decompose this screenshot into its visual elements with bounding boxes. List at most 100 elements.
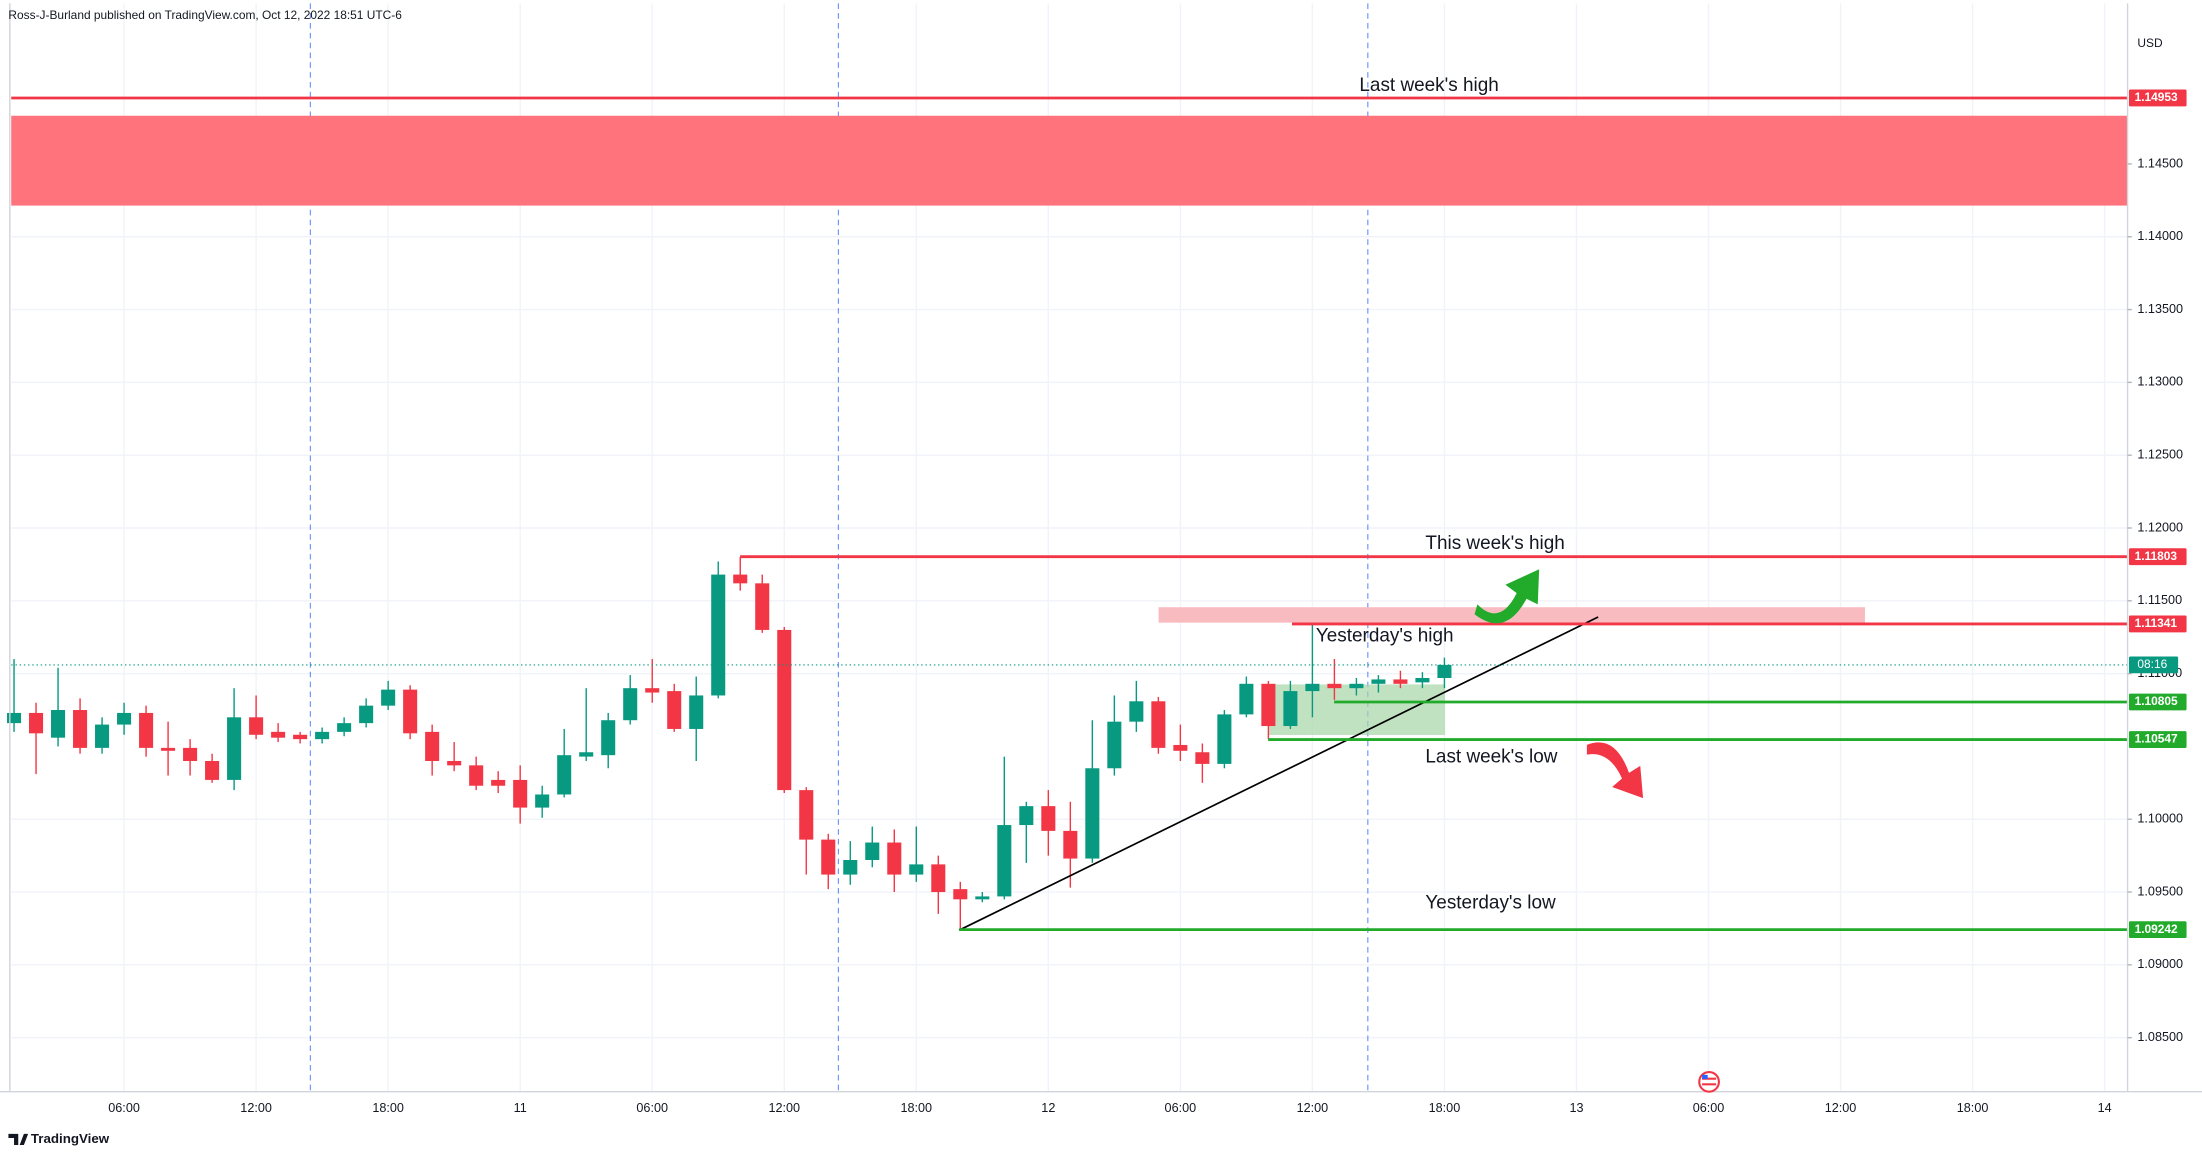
level-label: Last week's high <box>1359 75 1498 96</box>
candle-body <box>887 842 902 875</box>
candle-body <box>1349 683 1364 689</box>
candle-body <box>931 864 946 893</box>
candle-body <box>1173 744 1188 751</box>
price-tag <box>2128 615 2187 633</box>
candle-body <box>1437 664 1452 678</box>
x-tick-label: 06:00 <box>636 1101 668 1115</box>
brand-logo <box>8 1133 29 1146</box>
price-tag-label: 1.10805 <box>2135 694 2178 708</box>
trend-line <box>958 616 1599 931</box>
up-arrow <box>1474 569 1540 624</box>
candle-body <box>425 731 440 761</box>
candle-body <box>997 825 1012 897</box>
y-tick-label: 1.08500 <box>2137 1030 2183 1044</box>
price-tag-label: 1.11341 <box>2135 616 2178 630</box>
candle-body <box>95 724 110 748</box>
candle-body <box>205 760 220 780</box>
candle-body <box>1063 830 1078 859</box>
x-tick-label: 11 <box>514 1101 527 1115</box>
level-label: Last week's low <box>1425 746 1557 767</box>
x-tick-label: 18:00 <box>900 1101 932 1115</box>
candle-body <box>1107 721 1122 769</box>
candle-body <box>1019 806 1034 826</box>
level-label: This week's high <box>1425 533 1564 554</box>
candle-body <box>1217 714 1232 764</box>
flag-stripe <box>1702 1083 1717 1086</box>
level-label: Yesterday's high <box>1316 626 1454 647</box>
candle-body <box>51 710 66 738</box>
x-tick-label: 18:00 <box>1429 1101 1461 1115</box>
x-tick-label: 14 <box>2098 1101 2112 1115</box>
flag-canton <box>1702 1074 1708 1080</box>
price-tag-label: 1.14953 <box>2135 90 2178 104</box>
countdown-tag <box>2128 656 2179 674</box>
candle-body <box>711 574 726 696</box>
candle-body <box>1239 683 1254 715</box>
price-tag <box>2128 548 2187 566</box>
x-tick-label: 12:00 <box>768 1101 800 1115</box>
candle-body <box>557 755 572 795</box>
countdown: 08:16 <box>2137 657 2167 671</box>
candle-body <box>381 689 396 706</box>
brand: TradingView <box>31 1131 110 1146</box>
candle-body <box>1085 768 1100 859</box>
event-flag <box>1698 1070 1720 1093</box>
x-tick-label: 06:00 <box>1165 1101 1197 1115</box>
y-tick-label: 1.10000 <box>2137 812 2183 826</box>
x-tick-label: 18:00 <box>372 1101 404 1115</box>
x-tick-label: 12:00 <box>1825 1101 1857 1115</box>
candle-body <box>271 731 286 738</box>
candle-body <box>1283 691 1298 727</box>
x-tick-label: 06:00 <box>1693 1101 1725 1115</box>
candle-body <box>29 712 44 734</box>
down-arrow <box>1586 742 1644 799</box>
candle-body <box>843 860 858 875</box>
candle-body <box>1261 683 1276 727</box>
candle-body <box>1129 701 1144 722</box>
y-tick-label: 1.12000 <box>2137 520 2183 534</box>
x-tick-label: 12:00 <box>1297 1101 1329 1115</box>
candle-body <box>249 717 264 735</box>
candle-body <box>73 710 88 748</box>
candle-body <box>1305 683 1320 692</box>
candle-body <box>799 790 814 840</box>
candle-body <box>645 688 660 693</box>
candle-body <box>755 583 770 630</box>
candle-body <box>161 747 176 751</box>
candle-body <box>293 734 308 740</box>
candle-body <box>733 574 748 584</box>
candle-body <box>139 712 154 748</box>
candle-body <box>227 717 242 780</box>
candle-body <box>1327 683 1342 689</box>
flag-stripe <box>1702 1077 1717 1080</box>
price-tag <box>2128 693 2187 711</box>
candle-body <box>359 705 374 724</box>
x-tick-label: 12 <box>1041 1101 1055 1115</box>
candle-body <box>1393 679 1408 684</box>
y-tick-label: 1.14500 <box>2137 156 2183 170</box>
candle-body <box>1415 677 1430 683</box>
candle-body <box>183 747 198 761</box>
x-tick-label: 06:00 <box>108 1101 140 1115</box>
x-tick-label: 12:00 <box>240 1101 272 1115</box>
candle-body <box>447 760 462 766</box>
candle-body <box>7 712 22 724</box>
currency: USD <box>2137 36 2163 50</box>
candle-body <box>579 752 594 757</box>
candle-body <box>1151 701 1166 748</box>
x-tick-label: 18:00 <box>1957 1101 1989 1115</box>
candle-body <box>821 839 836 875</box>
y-tick-label: 1.14000 <box>2137 229 2183 243</box>
candle-body <box>667 691 682 729</box>
candle-body <box>601 720 616 756</box>
candle-body <box>909 864 924 875</box>
price-tag <box>2128 921 2187 939</box>
x-tick-label: 13 <box>1569 1101 1583 1115</box>
y-tick-label: 1.11500 <box>2137 593 2182 607</box>
price-tag-label: 1.11803 <box>2135 549 2178 563</box>
price-tag-label: 1.09242 <box>2135 922 2178 936</box>
candle-body <box>513 779 528 808</box>
price-zone <box>11 115 2128 206</box>
price-tag <box>2128 731 2187 749</box>
candle-body <box>777 629 792 791</box>
